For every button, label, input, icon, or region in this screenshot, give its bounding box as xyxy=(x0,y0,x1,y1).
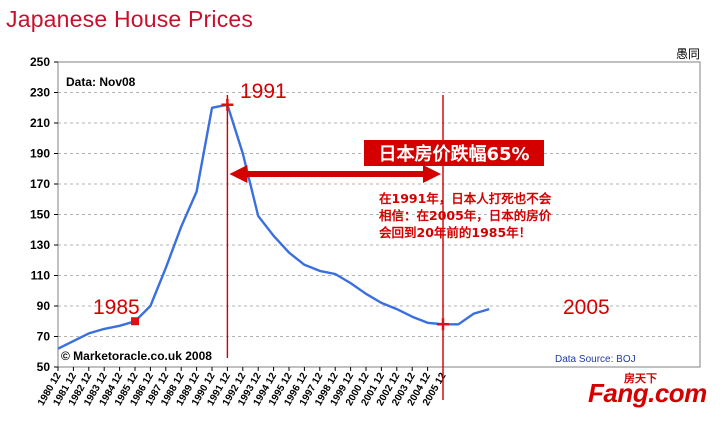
note-line: 会回到20年前的1985年！ xyxy=(379,225,531,240)
price-series-line xyxy=(57,103,490,350)
peak-year-label: 1991 xyxy=(240,80,287,103)
y-tick-label: 150 xyxy=(30,208,50,222)
source-label: Data Source: BOJ xyxy=(555,354,636,365)
y-tick-label: 90 xyxy=(37,299,51,313)
y-tick-label: 170 xyxy=(30,177,50,191)
low-point xyxy=(437,318,449,331)
drop-label-bg xyxy=(364,140,544,166)
drop-arrow-head-left xyxy=(229,165,248,183)
data-date-label: Data: Nov08 xyxy=(66,75,136,89)
note-line: 相信：在2005年，日本的房价 xyxy=(379,208,552,223)
y-tick-label: 50 xyxy=(37,360,51,374)
y-tick-label: 210 xyxy=(30,116,50,130)
series-lines xyxy=(57,103,490,350)
y-tick-label: 190 xyxy=(30,147,50,161)
drop-label: 日本房价跌幅65% xyxy=(378,143,529,165)
annotations: 1991 1985 2005 日本房价跌幅65% 在1991年，日本人打死也不会相信：在… xyxy=(61,75,636,365)
low-year-label: 2005 xyxy=(563,296,610,319)
page-title: Japanese House Prices xyxy=(6,6,254,32)
fang-logo: 房天下 Fang.com xyxy=(588,370,716,420)
start-year-label: 1985 xyxy=(93,296,140,319)
y-unit-label: 愚同 xyxy=(676,47,700,61)
drop-arrow-head-right xyxy=(423,165,441,183)
y-tick-label: 70 xyxy=(37,330,51,344)
logo-main-text: Fang.com xyxy=(588,378,707,408)
y-axis: 50 70 90 110 130 150 170 190 210 230 250 愚同 xyxy=(30,47,700,374)
y-tick-label: 130 xyxy=(30,238,50,252)
start-point xyxy=(131,317,139,326)
peak-point xyxy=(221,98,234,111)
note-line: 在1991年，日本人打死也不会 xyxy=(379,191,552,206)
y-tick-label: 230 xyxy=(30,86,50,100)
y-tick-label: 110 xyxy=(31,269,51,283)
copyright-label: © Marketoracle.co.uk 2008 xyxy=(61,349,212,363)
logo-small-text: 房天下 xyxy=(624,372,657,385)
y-tick-label: 250 xyxy=(30,55,50,69)
